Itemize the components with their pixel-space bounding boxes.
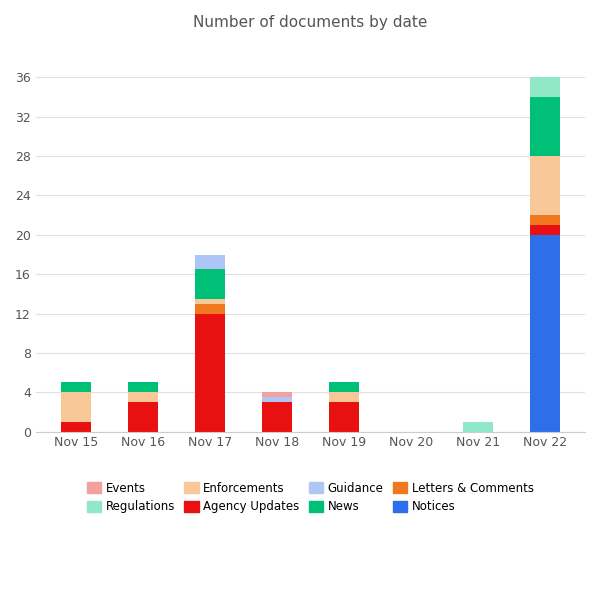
Bar — [61, 422, 91, 431]
Bar — [61, 392, 91, 422]
Bar — [530, 215, 560, 225]
Bar — [262, 392, 292, 397]
Title: Number of documents by date: Number of documents by date — [193, 15, 428, 30]
Bar — [329, 392, 359, 402]
Bar — [195, 304, 225, 314]
Bar — [329, 382, 359, 392]
Bar — [195, 254, 225, 269]
Bar — [530, 77, 560, 97]
Bar — [530, 225, 560, 235]
Bar — [195, 269, 225, 299]
Bar — [128, 402, 158, 431]
Bar — [530, 97, 560, 156]
Bar — [463, 422, 493, 431]
Bar — [262, 397, 292, 402]
Bar — [195, 314, 225, 431]
Bar — [530, 156, 560, 215]
Bar — [61, 382, 91, 392]
Bar — [128, 382, 158, 392]
Bar — [530, 235, 560, 431]
Bar — [195, 299, 225, 304]
Bar — [128, 392, 158, 402]
Bar — [329, 402, 359, 431]
Bar — [262, 402, 292, 431]
Legend: Events, Regulations, Enforcements, Agency Updates, Guidance, News, Letters & Com: Events, Regulations, Enforcements, Agenc… — [82, 477, 539, 518]
